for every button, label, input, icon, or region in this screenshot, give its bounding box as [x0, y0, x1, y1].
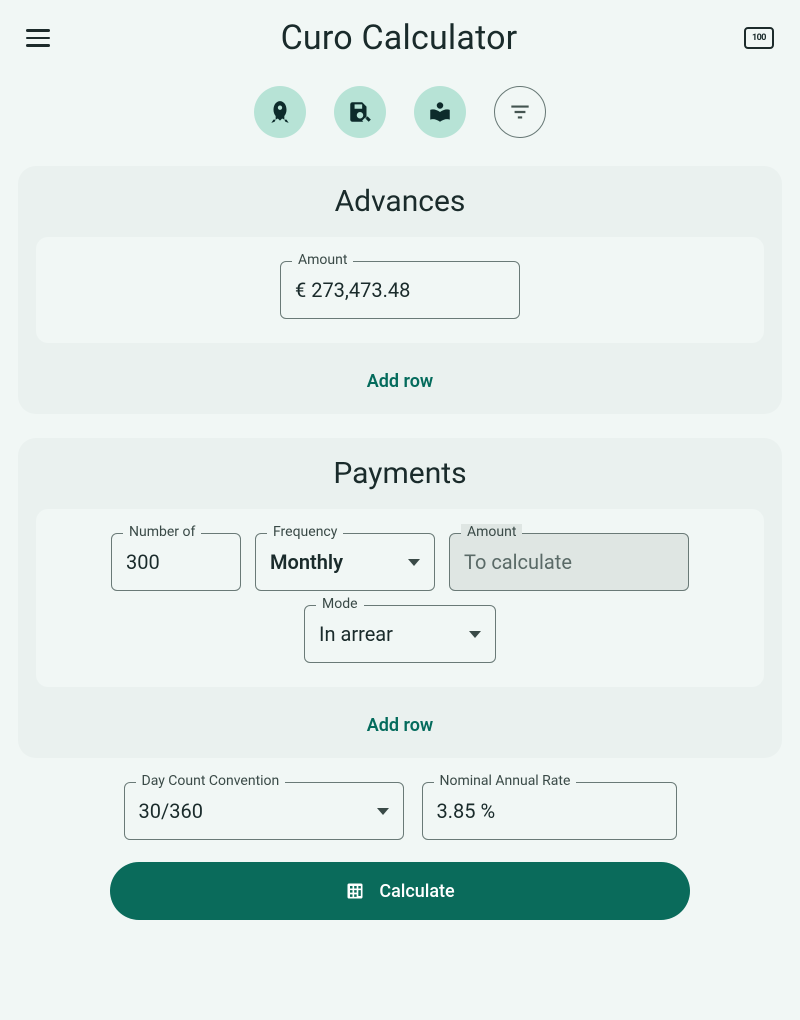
rocket-icon [267, 99, 293, 125]
payments-mode-field: Mode In arrear [304, 605, 496, 663]
page-title: Curo Calculator [281, 18, 518, 58]
payments-mode-label: Mode [316, 596, 364, 612]
filter-button[interactable] [494, 86, 546, 138]
payments-amount-input [449, 533, 689, 591]
quickstart-button[interactable] [254, 86, 306, 138]
payments-frequency-label: Frequency [267, 524, 343, 540]
advance-amount-field: Amount [280, 261, 520, 319]
action-row [0, 86, 800, 138]
rate-input[interactable] [422, 782, 677, 840]
menu-icon[interactable] [26, 24, 54, 52]
advances-row: Amount [36, 237, 764, 343]
currency-badge-text: 100 [752, 33, 766, 43]
rate-label: Nominal Annual Rate [434, 773, 577, 789]
payments-card: Payments Number of Frequency Monthly Amo… [18, 438, 782, 758]
chevron-down-icon [408, 559, 420, 566]
book-reader-icon [427, 99, 453, 125]
advances-add-row-button[interactable]: Add row [18, 371, 782, 392]
calculate-label: Calculate [379, 881, 454, 902]
payments-title: Payments [18, 456, 782, 491]
dcc-field: Day Count Convention 30/360 [124, 782, 404, 840]
filter-lines-icon [507, 99, 533, 125]
dcc-value: 30/360 [139, 799, 203, 823]
dcc-label: Day Count Convention [136, 773, 286, 789]
calculate-icon [345, 881, 365, 901]
advance-amount-label: Amount [292, 252, 353, 268]
payments-add-row-button[interactable]: Add row [18, 715, 782, 736]
chevron-down-icon [469, 631, 481, 638]
calc-settings: Day Count Convention 30/360 Nominal Annu… [18, 782, 782, 840]
chevron-down-icon [377, 808, 389, 815]
advances-title: Advances [18, 184, 782, 219]
payments-mode-value: In arrear [319, 622, 393, 646]
payments-frequency-value: Monthly [270, 550, 343, 574]
payments-row: Number of Frequency Monthly Amount Mode … [36, 509, 764, 687]
payments-mode-select[interactable]: In arrear [304, 605, 496, 663]
library-button[interactable] [414, 86, 466, 138]
payments-amount-label: Amount [461, 524, 522, 540]
calculate-button[interactable]: Calculate [110, 862, 690, 920]
currency-icon[interactable]: 100 [744, 27, 774, 49]
advances-card: Advances Amount Add row [18, 166, 782, 414]
advance-amount-input[interactable] [280, 261, 520, 319]
payments-frequency-field: Frequency Monthly [255, 533, 435, 591]
payments-number-field: Number of [111, 533, 241, 591]
payments-number-label: Number of [123, 524, 201, 540]
save-icon [347, 99, 373, 125]
rate-field: Nominal Annual Rate [422, 782, 677, 840]
payments-amount-field: Amount [449, 533, 689, 591]
payments-frequency-select[interactable]: Monthly [255, 533, 435, 591]
payments-number-input[interactable] [111, 533, 241, 591]
save-button[interactable] [334, 86, 386, 138]
dcc-select[interactable]: 30/360 [124, 782, 404, 840]
